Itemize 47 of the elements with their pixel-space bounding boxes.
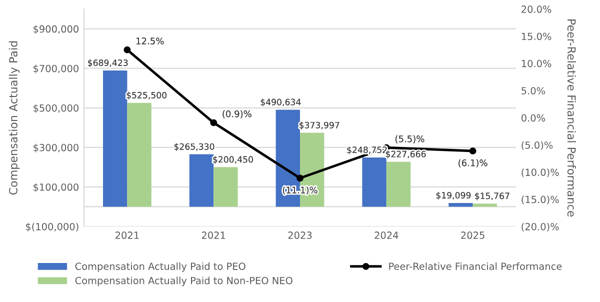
x-tick-label: 2023 xyxy=(288,232,312,239)
y2-tick-label: (10.0)% xyxy=(522,168,559,178)
bar xyxy=(103,70,128,207)
bar xyxy=(448,202,473,207)
y-tick-label: $300,000 xyxy=(34,144,78,153)
y2-tick-label: (15.0)% xyxy=(522,196,559,204)
bar xyxy=(362,158,386,207)
y-axis-title: Compensation Actually Paid xyxy=(8,41,20,195)
y2-tick-label: 15.0% xyxy=(522,32,552,40)
y2-tick-label: 10.0% xyxy=(522,60,552,68)
y-tick-label: $900,000 xyxy=(34,25,78,34)
point xyxy=(210,119,218,126)
data-label: $15,767 xyxy=(475,192,510,200)
bar xyxy=(189,154,214,207)
x-tick-label: 2024 xyxy=(374,232,398,239)
data-label: (5.5)% xyxy=(396,135,424,144)
y-tick-label: $(100,000) xyxy=(26,222,78,232)
legend-label: Compensation Actually Paid to PEO xyxy=(75,262,246,272)
y2-tick-label: 5.0% xyxy=(522,87,546,94)
data-label: $689,423 xyxy=(88,59,128,68)
point xyxy=(296,174,304,182)
data-label: $227,666 xyxy=(386,150,426,158)
y-tick-label: $500,000 xyxy=(34,104,78,114)
data-label: $265,330 xyxy=(174,143,214,151)
bar xyxy=(386,162,411,207)
point xyxy=(124,46,131,54)
legend-label: Compensation Actually Paid to Non-PEO NEO xyxy=(75,276,292,286)
y2-tick-label: (5.0)% xyxy=(522,141,553,150)
x-tick-label: 2025 xyxy=(461,232,484,239)
bar xyxy=(127,102,152,207)
legend-label: Peer-Relative Financial Performance xyxy=(389,262,562,270)
bar xyxy=(472,204,497,207)
bar xyxy=(214,167,238,207)
point xyxy=(469,147,476,154)
y-tick-label: $700,000 xyxy=(34,64,78,74)
data-label: (0.9)% xyxy=(222,110,252,118)
data-label: 12.5% xyxy=(136,38,164,44)
data-label: $19,099 xyxy=(436,192,471,200)
y2-tick-label: (20.0)% xyxy=(522,222,559,232)
y2-axis-title: Peer-Relative Financial Performance xyxy=(567,19,576,217)
x-tick-label: 2021 xyxy=(116,232,139,239)
data-label: $490,634 xyxy=(260,98,301,106)
y-tick-label: $100,000 xyxy=(34,183,78,192)
data-label: (6.1)% xyxy=(458,159,488,168)
x-tick-label: 2021 xyxy=(202,232,226,239)
y2-tick-label: 20.0% xyxy=(522,6,552,13)
y2-tick-label: 0.0% xyxy=(522,114,546,122)
